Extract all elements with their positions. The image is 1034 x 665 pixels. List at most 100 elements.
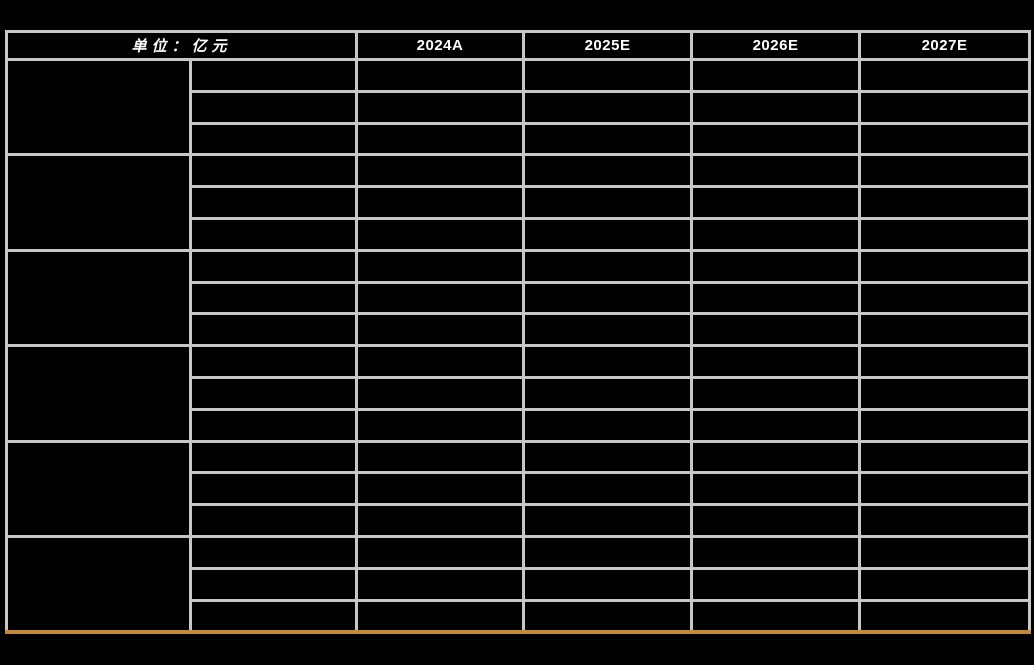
header-row: 单位：亿元 2024A 2025E 2026E 2027E	[4, 30, 1032, 61]
value-cell	[690, 344, 862, 379]
value-cell	[858, 121, 1032, 157]
table-row	[7, 121, 1032, 157]
metric-label-cell	[188, 185, 359, 220]
metric-label-cell	[188, 89, 359, 125]
metric-label-cell	[188, 312, 359, 348]
value-cell	[690, 121, 862, 157]
metric-label-cell	[188, 503, 359, 538]
value-cell	[522, 312, 694, 348]
category-cell	[5, 248, 192, 348]
value-cell	[522, 280, 694, 316]
value-cell	[858, 312, 1032, 348]
year-header-2027e: 2027E	[858, 30, 1032, 61]
value-cell	[690, 375, 862, 411]
value-cell	[522, 598, 694, 634]
table-row	[5, 344, 1032, 443]
value-cell	[355, 375, 526, 411]
value-cell	[690, 89, 862, 125]
forecast-table-container: 单位：亿元 2024A 2025E 2026E 2027E	[4, 30, 1032, 634]
value-cell	[858, 216, 1032, 252]
table-row	[7, 280, 1032, 316]
value-cell	[355, 344, 526, 379]
value-cell	[522, 58, 694, 93]
metric-label-cell	[188, 566, 359, 602]
value-cell	[355, 471, 526, 507]
value-cell	[522, 89, 694, 125]
table-row	[7, 566, 1032, 602]
table-row	[5, 57, 1032, 157]
category-cell	[5, 153, 192, 252]
value-cell	[355, 153, 526, 189]
value-cell	[355, 312, 526, 348]
value-cell	[858, 534, 1032, 570]
value-cell	[690, 566, 862, 602]
value-cell	[690, 312, 862, 348]
table-row	[5, 153, 1032, 252]
value-cell	[522, 121, 694, 157]
value-cell	[690, 598, 862, 634]
value-cell	[858, 344, 1032, 379]
value-cell	[355, 89, 526, 125]
value-cell	[690, 185, 862, 220]
value-cell	[355, 216, 526, 252]
value-cell	[858, 407, 1032, 443]
value-cell	[522, 185, 694, 220]
metric-label-cell	[188, 439, 359, 475]
category-cell	[5, 344, 192, 443]
metric-label-cell	[188, 407, 359, 443]
value-cell	[690, 471, 862, 507]
category-cell	[5, 534, 192, 634]
metric-label-cell	[188, 153, 359, 189]
value-cell	[522, 566, 694, 602]
table-row	[5, 534, 1032, 634]
value-cell	[355, 439, 526, 475]
value-cell	[858, 375, 1032, 411]
year-header-2026e: 2026E	[690, 30, 862, 61]
value-cell	[858, 280, 1032, 316]
value-cell	[690, 153, 862, 189]
value-cell	[690, 534, 862, 570]
metric-label-cell	[188, 598, 359, 634]
value-cell	[522, 216, 694, 252]
metric-label-cell	[188, 471, 359, 507]
table-row	[7, 89, 1032, 125]
financial-forecast-table: 单位：亿元 2024A 2025E 2026E 2027E	[4, 30, 1032, 634]
year-header-2024a: 2024A	[355, 30, 526, 61]
value-cell	[858, 185, 1032, 220]
value-cell	[858, 58, 1032, 93]
value-cell	[355, 121, 526, 157]
value-cell	[355, 407, 526, 443]
metric-label-cell	[188, 344, 359, 379]
value-cell	[690, 216, 862, 252]
table-row	[7, 503, 1032, 538]
metric-label-cell	[188, 216, 359, 252]
metric-label-cell	[188, 58, 359, 93]
value-cell	[858, 598, 1032, 634]
table-row	[7, 598, 1032, 634]
value-cell	[355, 503, 526, 538]
value-cell	[355, 534, 526, 570]
metric-label-cell	[188, 534, 359, 570]
metric-label-cell	[188, 248, 359, 284]
value-cell	[522, 534, 694, 570]
table-row	[7, 185, 1032, 220]
value-cell	[355, 598, 526, 634]
table-row	[5, 439, 1032, 538]
value-cell	[690, 503, 862, 538]
value-cell	[522, 344, 694, 379]
table-row	[7, 471, 1032, 507]
value-cell	[690, 280, 862, 316]
value-cell	[522, 248, 694, 284]
table-row	[5, 248, 1032, 348]
table-row	[7, 375, 1032, 411]
value-cell	[858, 503, 1032, 538]
category-cell	[5, 439, 192, 538]
year-header-2025e: 2025E	[522, 30, 694, 61]
value-cell	[858, 248, 1032, 284]
table-row	[7, 312, 1032, 348]
value-cell	[522, 439, 694, 475]
value-cell	[858, 439, 1032, 475]
value-cell	[522, 375, 694, 411]
value-cell	[858, 153, 1032, 189]
